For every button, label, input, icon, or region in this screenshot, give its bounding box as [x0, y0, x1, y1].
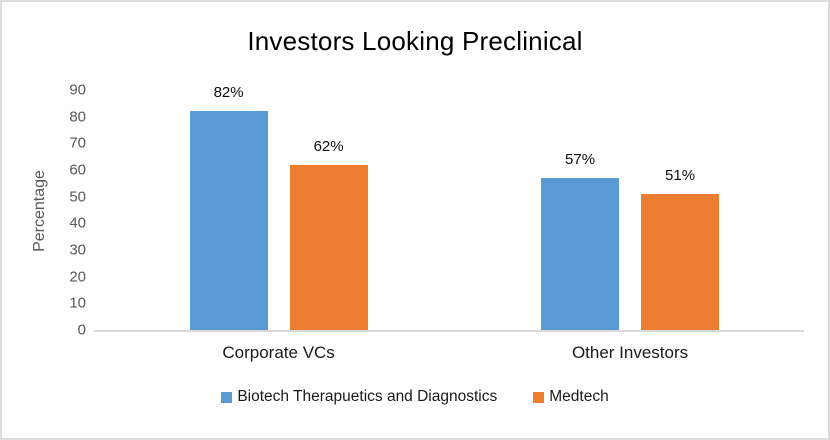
data-label: 82%	[213, 84, 244, 102]
bar-series2-cat2	[641, 194, 720, 330]
y-axis-tick-label: 70	[69, 134, 86, 152]
y-axis-tick-label: 10	[69, 294, 86, 312]
legend-swatch-icon	[221, 391, 233, 403]
legend: Biotech Therapuetics and Diagnostics Medt…	[2, 388, 828, 406]
category-label: Other Investors	[571, 343, 689, 362]
data-label: 51%	[665, 167, 696, 184]
y-axis-tick-label: 60	[69, 161, 86, 179]
category-label: Corporate VCs	[222, 343, 335, 362]
bar-series1-cat2	[541, 178, 620, 330]
y-axis-tick-label: 90	[69, 81, 86, 99]
y-axis-tick-label: 80	[69, 108, 86, 126]
legend-item: Medtech	[533, 388, 609, 406]
data-label: 57%	[565, 151, 596, 168]
y-axis-tick-label: 40	[69, 214, 86, 232]
legend-label: Medtech	[549, 388, 609, 405]
y-axis-tick-labels: 0 10 20 30 40 50 60 70 80 90	[2, 82, 86, 339]
bar-series1-cat1	[189, 111, 268, 330]
legend-swatch-icon	[533, 391, 545, 403]
legend-label: Biotech Therapuetics and Diagnostics	[237, 388, 498, 405]
y-axis-tick-label: 50	[69, 188, 86, 206]
y-axis-tick-label: 0	[77, 321, 86, 339]
data-label: 62%	[313, 137, 344, 155]
chart-title: Investors Looking Preclinical	[247, 26, 583, 56]
y-axis-tick-label: 30	[69, 241, 86, 259]
legend-item: Biotech Therapuetics and Diagnostics	[221, 388, 497, 406]
bar-series2-cat1	[289, 164, 368, 330]
x-axis-category-labels: Corporate VCs Other Investors	[2, 343, 828, 367]
y-axis-tick-label: 20	[69, 268, 86, 286]
plot-area: 82% 62% 57% 51%	[94, 84, 804, 332]
